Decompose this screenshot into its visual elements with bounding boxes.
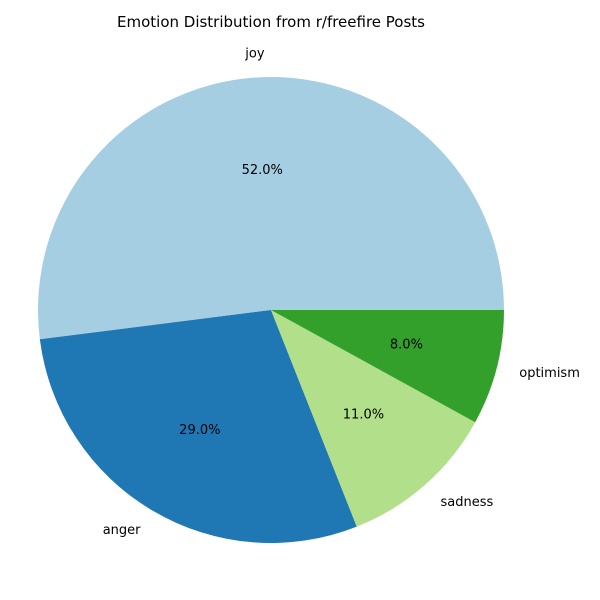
slice-label-sadness: sadness [440, 495, 493, 510]
slice-label-anger: anger [103, 523, 141, 538]
pct-label-joy: 52.0% [242, 163, 283, 178]
pie-slice-optimism [271, 310, 504, 423]
pct-label-anger: 29.0% [179, 423, 220, 438]
pie-slice-joy [38, 77, 505, 340]
slice-label-optimism: optimism [519, 366, 580, 381]
pie-slice-anger [39, 310, 357, 543]
pie-labels: joy 52.0% anger 29.0% sadness 11.0% optimism 8.… [103, 47, 580, 538]
pct-label-sadness: 11.0% [343, 407, 384, 422]
pie-slices [38, 77, 505, 543]
pct-label-optimism: 8.0% [390, 337, 423, 352]
pie-slice-sadness [271, 310, 476, 527]
chart-title: Emotion Distribution from r/freefire Pos… [117, 13, 425, 31]
slice-label-joy: joy [244, 47, 265, 62]
